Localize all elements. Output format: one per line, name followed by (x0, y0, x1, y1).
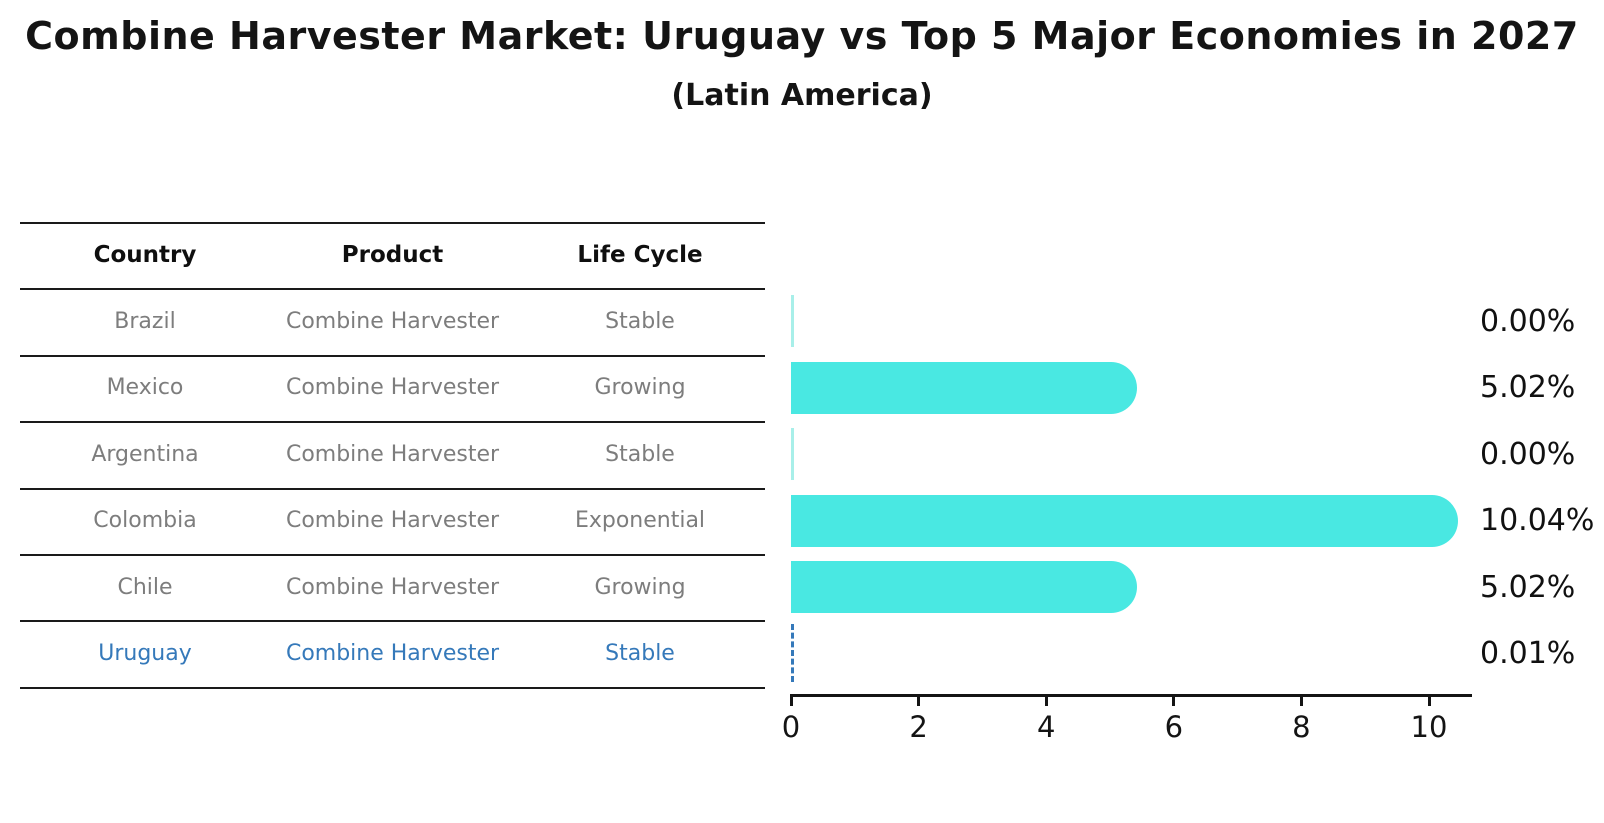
table-cell-row3-col0: Colombia (93, 508, 197, 534)
x-axis-tick-label-0: 0 (781, 710, 801, 744)
x-axis-line (790, 694, 1472, 697)
table-cell-row3-col1: Combine Harvester (285, 508, 500, 534)
x-axis-tick-label-8: 8 (1292, 710, 1311, 744)
table-cell-row0-col2: Stable (605, 309, 675, 335)
x-axis-tick-8 (1299, 697, 1303, 706)
bar-brazil (791, 295, 794, 348)
value-label-chile: 5.02% (1480, 569, 1576, 605)
table-grid-line (20, 354, 765, 357)
table-cell-row4-col0: Chile (117, 574, 173, 600)
table-grid-line (20, 686, 765, 689)
table-cell-row1-col2: Growing (594, 375, 686, 401)
table-grid-line (20, 554, 765, 556)
x-axis-tick-0 (789, 697, 793, 706)
table-cell-row1-col1: Combine Harvester (285, 375, 500, 401)
table-header-country: Country (93, 242, 197, 269)
bar-colombia (791, 494, 1458, 547)
table-cell-row2-col2: Stable (605, 441, 675, 467)
chart-subtitle: (Latin America) (671, 78, 933, 113)
table-grid-line (20, 620, 765, 623)
x-axis-tick-4 (1044, 697, 1048, 706)
table-header-life-cycle: Life Cycle (577, 242, 703, 269)
bar-argentina (791, 428, 794, 481)
table-cell-row2-col0: Argentina (91, 441, 199, 467)
uruguay-highlight-marker (791, 624, 794, 682)
value-label-mexico: 5.02% (1480, 370, 1576, 406)
x-axis-tick-label-4: 4 (1036, 710, 1056, 744)
table-cell-row1-col0: Mexico (106, 375, 184, 401)
bar-mexico (791, 361, 1138, 414)
table-cell-row5-col0: Uruguay (98, 641, 192, 667)
x-axis-tick-label-10: 10 (1410, 710, 1448, 744)
x-axis-tick-2 (917, 697, 921, 706)
x-axis-tick-10 (1427, 697, 1431, 706)
table-cell-row5-col1: Combine Harvester (285, 641, 500, 667)
table-header-product: Product (341, 242, 444, 269)
chart-title: Combine Harvester Market: Uruguay vs Top… (25, 14, 1579, 58)
table-cell-row4-col2: Growing (594, 574, 686, 600)
table-grid-line (20, 487, 765, 490)
table-grid-line (20, 288, 765, 291)
value-label-brazil: 0.00% (1480, 304, 1576, 340)
table-cell-row4-col1: Combine Harvester (285, 574, 500, 600)
x-axis-tick-6 (1172, 697, 1176, 706)
table-cell-row5-col2: Stable (605, 641, 675, 667)
table-cell-row0-col1: Combine Harvester (285, 309, 500, 335)
table-grid-line (20, 421, 765, 424)
bar-chile (791, 561, 1138, 613)
table-cell-row3-col2: Exponential (574, 508, 706, 534)
table-grid-line (20, 222, 765, 224)
x-axis-tick-label-2: 2 (909, 710, 928, 744)
value-label-uruguay: 0.01% (1480, 636, 1576, 672)
value-label-argentina: 0.00% (1480, 436, 1576, 472)
value-label-colombia: 10.04% (1480, 503, 1595, 539)
x-axis-tick-label-6: 6 (1164, 710, 1184, 744)
table-cell-row2-col1: Combine Harvester (285, 441, 500, 467)
table-cell-row0-col0: Brazil (114, 309, 176, 335)
